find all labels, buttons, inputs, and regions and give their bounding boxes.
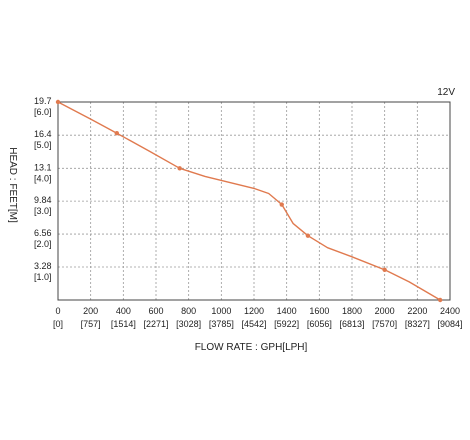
x-tick-label: 2200	[407, 306, 427, 316]
y-tick-label: 13.1	[34, 162, 52, 172]
x-tick-label: 1800	[342, 306, 362, 316]
x-tick-sublabel: [3028]	[176, 319, 201, 329]
series-marker	[305, 233, 311, 238]
x-tick-label: 0	[55, 306, 60, 316]
series-marker	[279, 202, 284, 207]
x-tick-sublabel: [9084]	[437, 319, 462, 329]
x-tick-label: 2000	[375, 306, 395, 316]
x-tick-label: 200	[83, 306, 98, 316]
x-tick-sublabel: [2271]	[143, 319, 168, 329]
x-tick-sublabel: [8327]	[405, 319, 430, 329]
x-tick-sublabel: [757]	[81, 319, 101, 329]
x-tick-sublabel: [0]	[53, 319, 63, 329]
series-marker	[382, 267, 387, 273]
plot-frame	[57, 101, 451, 301]
x-tick-label: 1400	[277, 306, 297, 316]
x-tick-sublabel: [7570]	[372, 319, 397, 329]
grid	[58, 101, 451, 300]
y-axis-title: HEAD : FEET[M]	[7, 147, 18, 223]
x-tick-sublabel: [6056]	[307, 319, 332, 329]
series-marker	[55, 99, 61, 105]
y-tick-sublabel: [6.0]	[34, 107, 52, 117]
series-line	[57, 101, 441, 301]
variant-label: 12V	[437, 87, 455, 98]
y-tick-label: 6.56	[34, 228, 52, 238]
series-marker	[438, 297, 443, 303]
series-marker	[114, 130, 120, 136]
x-tick-label: 800	[181, 306, 196, 316]
y-tick-sublabel: [4.0]	[34, 173, 52, 183]
x-tick-sublabel: [1514]	[111, 319, 136, 329]
x-tick-sublabel: [3785]	[209, 319, 234, 329]
x-tick-label: 400	[116, 306, 131, 316]
y-tick-sublabel: [2.0]	[34, 239, 52, 249]
x-tick-label: 2400	[440, 306, 460, 316]
y-tick-label: 9.84	[34, 195, 52, 205]
tick-labels: 0 [0] 200 [757] 400 [1514] 600 [2271] 800 [3028] 1…	[34, 96, 463, 329]
x-tick-label: 1200	[244, 306, 264, 316]
x-axis-title: FLOW RATE : GPH[LPH]	[195, 342, 308, 353]
x-tick-sublabel: [6813]	[339, 319, 364, 329]
series	[55, 99, 443, 303]
y-tick-sublabel: [5.0]	[34, 140, 52, 150]
y-tick-sublabel: [1.0]	[34, 272, 52, 282]
x-tick-label: 1000	[211, 306, 231, 316]
x-tick-label: 600	[148, 306, 163, 316]
y-tick-sublabel: [3.0]	[34, 206, 52, 216]
x-tick-sublabel: [4542]	[241, 319, 266, 329]
y-tick-label: 16.4	[34, 129, 52, 139]
axes	[57, 101, 451, 301]
y-tick-label: 3.28	[34, 261, 52, 271]
x-tick-label: 1600	[309, 306, 329, 316]
series-marker	[177, 166, 182, 171]
x-tick-sublabel: [5922]	[274, 319, 299, 329]
y-tick-label: 19.7	[34, 96, 52, 106]
